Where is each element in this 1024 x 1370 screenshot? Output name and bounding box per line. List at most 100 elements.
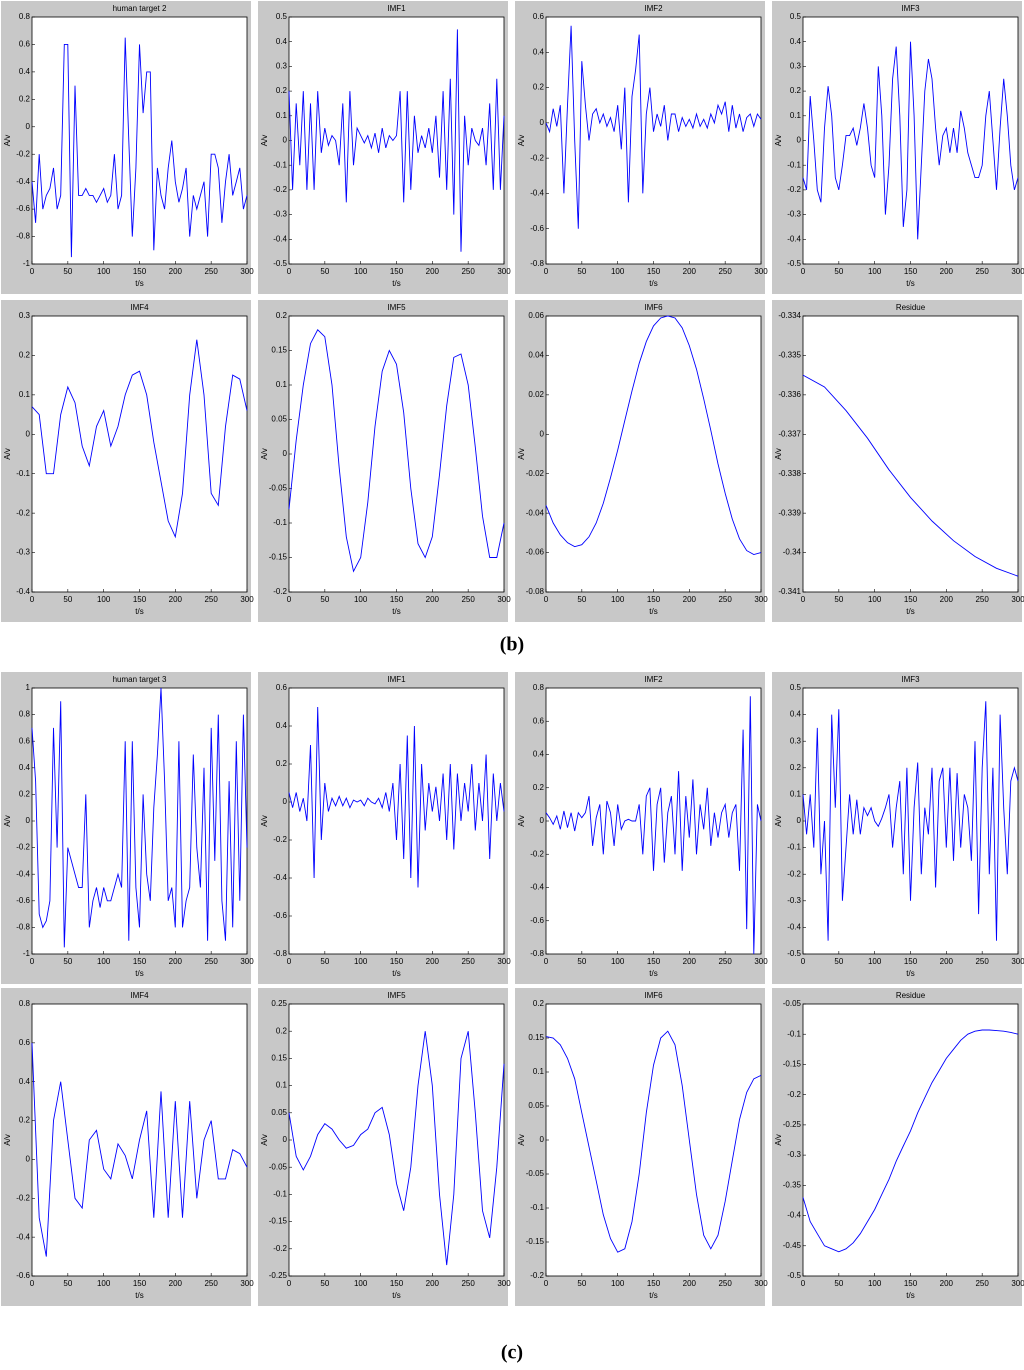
y-tick-label: -0.6	[530, 916, 544, 925]
subplot: Residue t/s A/v 0 50 100 150 200 250 300 -0.5 -0.45…	[772, 988, 1024, 1306]
y-tick-label: 0.15	[271, 1054, 287, 1063]
y-tick-label: 0	[283, 136, 288, 145]
y-axis-label: A/v	[3, 135, 12, 147]
x-tick-label: 300	[497, 595, 511, 604]
y-tick-label: -1	[23, 949, 31, 958]
y-tick-label: -0.4	[530, 189, 544, 198]
y-tick-label: -0.2	[16, 1193, 30, 1202]
x-tick-label: 50	[577, 267, 586, 276]
y-tick-label: 0	[283, 797, 288, 806]
y-tick-label: -0.4	[16, 177, 30, 186]
x-tick-label: 150	[133, 957, 147, 966]
y-tick-label: 0.3	[276, 62, 288, 71]
x-axis-label: t/s	[135, 1291, 143, 1300]
y-tick-label: 0.4	[19, 1077, 31, 1086]
y-tick-label: 0.2	[533, 999, 545, 1008]
x-tick-label: 0	[801, 957, 806, 966]
y-axis-label: A/v	[774, 448, 783, 460]
plot-area	[545, 687, 762, 955]
y-tick-label: 0.4	[276, 37, 288, 46]
y-tick-label: -0.2	[530, 153, 544, 162]
subplot-title: IMF1	[387, 4, 406, 13]
x-axis-label: t/s	[649, 279, 657, 288]
x-tick-label: 50	[834, 595, 843, 604]
subplot-title: Residue	[896, 303, 926, 312]
x-tick-label: 0	[30, 1279, 35, 1288]
y-tick-label: -0.2	[787, 185, 801, 194]
subplot-title: IMF4	[130, 991, 149, 1000]
y-tick-label: -0.1	[273, 518, 287, 527]
x-tick-label: 0	[30, 267, 35, 276]
y-axis-label: A/v	[774, 1134, 783, 1146]
x-tick-label: 200	[940, 595, 954, 604]
x-tick-label: 0	[30, 957, 35, 966]
x-tick-label: 250	[204, 267, 218, 276]
subplot: IMF4 t/s A/v 0 50 100 150 200 250 300 -0.4 -0.3 -0.2…	[1, 300, 254, 622]
y-axis-label: A/v	[260, 815, 269, 827]
x-tick-label: 300	[240, 1279, 254, 1288]
subplot-title: IMF3	[901, 675, 920, 684]
data-line	[31, 1042, 248, 1257]
x-tick-label: 150	[390, 957, 404, 966]
y-tick-label: 0.8	[19, 999, 31, 1008]
subplot: IMF2 t/s A/v 0 50 100 150 200 250 300 -0.8 -0.6 -0.4…	[515, 672, 768, 984]
x-tick-label: 300	[1011, 1279, 1024, 1288]
y-tick-label: -0.4	[16, 587, 30, 596]
subplot-title: IMF6	[644, 303, 663, 312]
y-tick-label: 0.4	[790, 37, 802, 46]
x-tick-label: 200	[683, 267, 697, 276]
x-tick-label: 50	[834, 957, 843, 966]
y-tick-label: 0.05	[528, 1101, 544, 1110]
y-tick-label: -0.6	[16, 1271, 30, 1280]
data-line	[545, 696, 762, 955]
y-tick-label: -0.6	[530, 224, 544, 233]
y-tick-label: -0.6	[16, 896, 30, 905]
y-tick-label: -0.5	[787, 259, 801, 268]
y-tick-label: 0.2	[533, 83, 545, 92]
y-tick-label: 0.8	[19, 12, 31, 21]
y-axis-label: A/v	[774, 135, 783, 147]
y-tick-label: -0.1	[787, 843, 801, 852]
x-tick-label: 300	[1011, 957, 1024, 966]
y-tick-label: 0.25	[271, 999, 287, 1008]
x-tick-label: 50	[320, 1279, 329, 1288]
y-tick-label: -0.3	[787, 896, 801, 905]
x-tick-label: 100	[354, 957, 368, 966]
x-tick-label: 250	[975, 267, 989, 276]
x-tick-label: 200	[169, 1279, 183, 1288]
y-tick-label: 0.8	[533, 683, 545, 692]
y-tick-label: -0.2	[16, 508, 30, 517]
y-axis-label: A/v	[774, 815, 783, 827]
y-tick-label: 0.5	[790, 12, 802, 21]
y-tick-label: -0.3	[16, 548, 30, 557]
subplot: IMF3 t/s A/v 0 50 100 150 200 250 300 -0.5 -0.4 -0.3…	[772, 1, 1024, 294]
x-tick-label: 100	[611, 595, 625, 604]
x-tick-label: 200	[683, 957, 697, 966]
y-tick-label: -0.1	[787, 1029, 801, 1038]
subplot-title: human target 3	[113, 675, 167, 684]
subplot: IMF6 t/s A/v 0 50 100 150 200 250 300 -0.08 -0.06 -0…	[515, 300, 768, 622]
x-tick-label: 100	[611, 267, 625, 276]
y-tick-label: -0.4	[787, 923, 801, 932]
x-axis-label: t/s	[649, 607, 657, 616]
x-tick-label: 50	[577, 1279, 586, 1288]
plot-area	[545, 315, 762, 593]
y-axis-label: A/v	[3, 1134, 12, 1146]
data-line	[802, 701, 1019, 941]
y-tick-label: -0.8	[530, 949, 544, 958]
subplot: IMF1 t/s A/v 0 50 100 150 200 250 300 -0.8 -0.6 -0.4…	[258, 672, 511, 984]
y-tick-label: -0.4	[530, 883, 544, 892]
figure-label: (c)	[501, 1342, 523, 1364]
y-tick-label: -0.15	[269, 553, 288, 562]
y-tick-label: 0.2	[19, 1116, 31, 1125]
x-tick-label: 250	[975, 595, 989, 604]
plot-area	[288, 687, 505, 955]
x-tick-label: 300	[497, 957, 511, 966]
x-tick-label: 150	[133, 595, 147, 604]
x-tick-label: 250	[975, 1279, 989, 1288]
data-line	[545, 1030, 762, 1253]
y-tick-label: -0.02	[526, 469, 545, 478]
y-tick-label: -0.1	[273, 1190, 287, 1199]
data-line	[802, 41, 1019, 240]
x-tick-label: 0	[287, 267, 292, 276]
